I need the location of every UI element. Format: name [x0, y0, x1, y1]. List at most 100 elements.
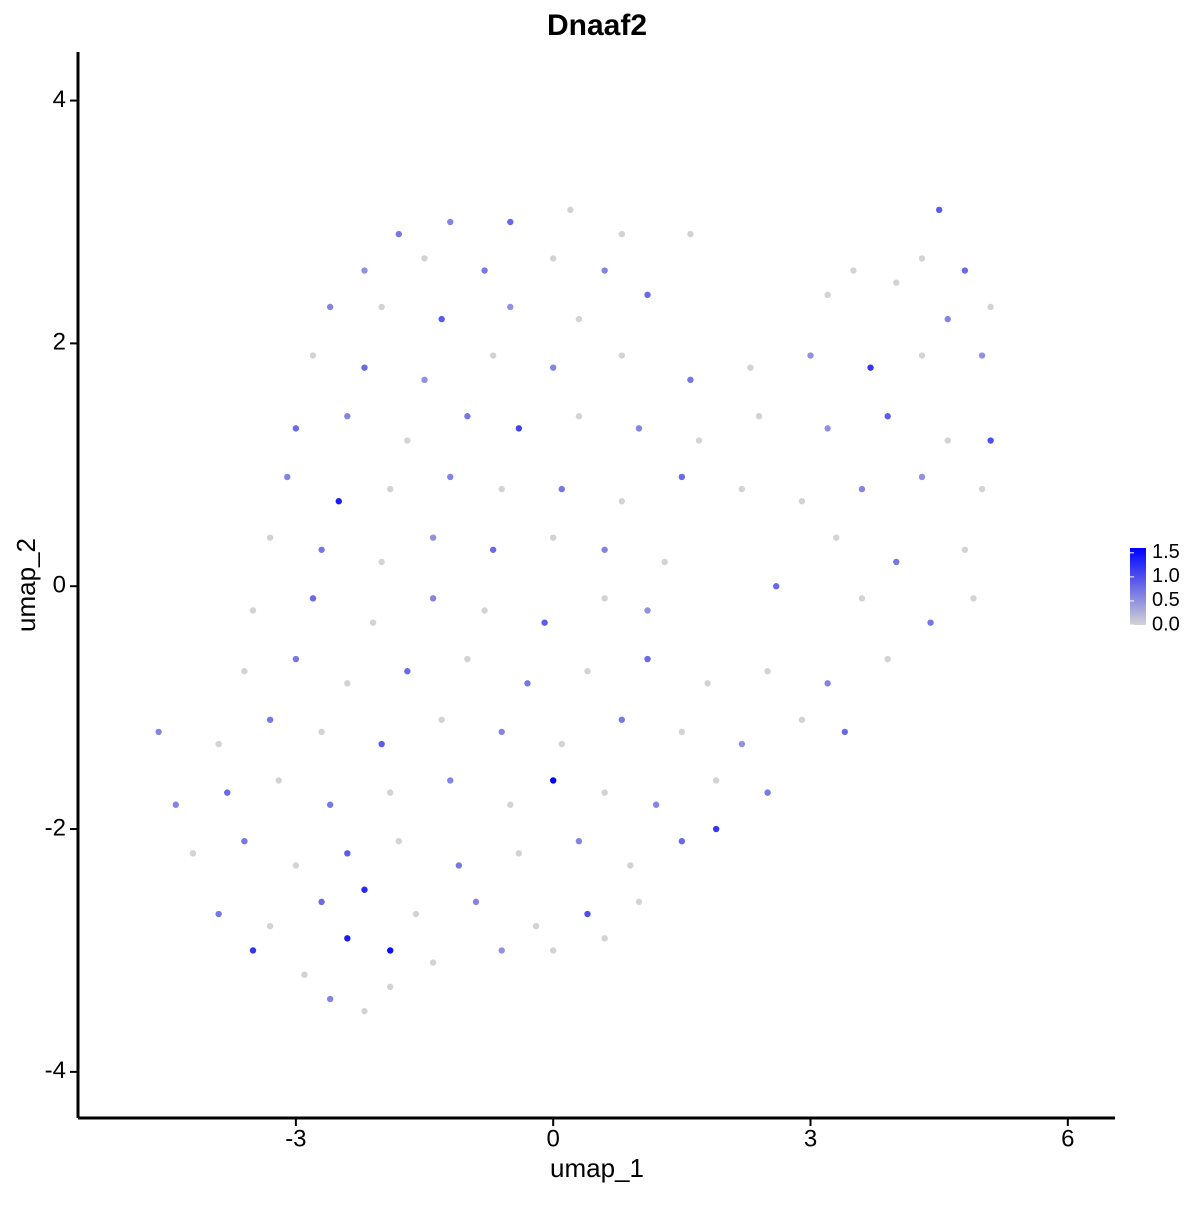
point: [858, 485, 866, 493]
point: [326, 801, 334, 808]
point: [489, 352, 497, 359]
point: [678, 837, 686, 845]
point: [266, 922, 274, 930]
point: [833, 534, 840, 541]
point: [326, 995, 334, 1003]
point: [395, 230, 402, 238]
point: [369, 619, 377, 626]
point: [687, 376, 694, 384]
point: [344, 850, 351, 857]
point: [798, 498, 806, 505]
point: [601, 789, 608, 796]
x-tick-label: 3: [804, 1125, 817, 1152]
point: [644, 607, 651, 614]
point: [978, 352, 986, 359]
point: [755, 413, 763, 420]
point: [404, 437, 411, 444]
point: [532, 922, 540, 930]
point: [961, 546, 969, 553]
point: [387, 983, 394, 991]
point: [249, 947, 257, 954]
point: [567, 206, 574, 214]
point: [927, 619, 934, 626]
point: [292, 425, 300, 432]
point: [738, 740, 746, 748]
point: [266, 534, 274, 541]
point: [378, 558, 385, 566]
point: [944, 437, 951, 444]
point: [318, 898, 325, 906]
point: [318, 728, 325, 736]
point: [412, 910, 420, 918]
point: [893, 558, 900, 566]
y-tick-label: 0: [53, 572, 66, 599]
point: [549, 777, 557, 784]
point: [712, 777, 720, 784]
point: [309, 352, 317, 359]
y-axis-label: umap_2: [11, 538, 41, 632]
point: [498, 485, 505, 493]
point: [970, 595, 977, 602]
point: [618, 498, 626, 505]
point: [421, 376, 428, 384]
point: [661, 558, 668, 566]
point: [558, 485, 565, 493]
point: [301, 971, 308, 978]
point: [455, 862, 463, 869]
colorbar: [1130, 548, 1146, 625]
point: [549, 534, 557, 541]
y-tick-label: -4: [45, 1057, 66, 1084]
point: [507, 801, 514, 808]
point: [387, 485, 394, 493]
point: [481, 267, 488, 274]
point: [292, 862, 300, 869]
point: [558, 740, 565, 748]
point: [429, 595, 437, 602]
point: [224, 789, 231, 796]
point: [987, 437, 994, 444]
chart-title: Dnaaf2: [547, 9, 647, 42]
point: [961, 267, 969, 274]
x-tick-label: 6: [1061, 1125, 1074, 1152]
point: [678, 473, 686, 481]
point: [361, 267, 368, 274]
x-axis-label: umap_1: [550, 1153, 644, 1183]
point: [438, 315, 445, 323]
point: [515, 425, 523, 432]
point: [772, 583, 780, 590]
point: [584, 668, 591, 675]
point: [438, 716, 445, 723]
point: [498, 947, 505, 954]
point: [824, 291, 831, 299]
point: [549, 947, 557, 954]
point: [575, 315, 583, 323]
point: [378, 303, 385, 311]
point: [549, 255, 557, 262]
point: [361, 1007, 368, 1015]
point: [284, 473, 291, 481]
point: [266, 716, 274, 723]
point: [618, 716, 626, 723]
point: [241, 668, 248, 675]
point: [618, 230, 626, 238]
y-tick-label: 2: [53, 329, 66, 356]
point: [498, 728, 505, 736]
point: [798, 716, 806, 723]
colorbar-label: 1.0: [1152, 565, 1180, 587]
point: [378, 740, 385, 748]
point: [215, 910, 222, 918]
point: [155, 728, 162, 736]
point: [601, 267, 608, 274]
point: [447, 473, 454, 481]
point: [935, 206, 943, 214]
point: [601, 595, 608, 602]
point: [893, 279, 900, 286]
point: [429, 534, 437, 541]
point: [524, 680, 531, 687]
point: [627, 862, 634, 869]
point: [575, 837, 583, 845]
point: [841, 728, 849, 736]
point: [884, 413, 891, 420]
point: [309, 595, 317, 602]
